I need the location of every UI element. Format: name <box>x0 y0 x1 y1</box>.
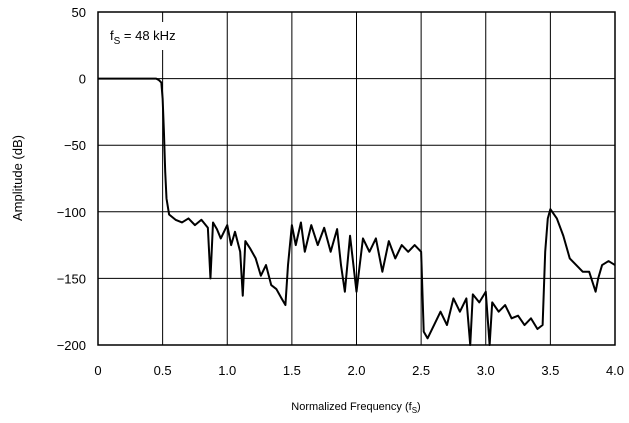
x-tick-label: 1.5 <box>283 363 301 378</box>
y-axis-label: Amplitude (dB) <box>10 135 25 221</box>
x-axis-label: Normalized Frequency (fS) <box>291 401 420 415</box>
x-axis-label-text: Normalized Frequency (f <box>291 401 412 413</box>
annotation-end: = 48 kHz <box>120 28 175 43</box>
x-axis-label-end: ) <box>417 401 421 413</box>
y-tick-label: −50 <box>64 138 86 153</box>
x-tick-label: 3.0 <box>477 363 495 378</box>
y-tick-label: 0 <box>79 72 86 87</box>
line-series <box>98 77 616 346</box>
x-tick-label: 1.0 <box>218 363 236 378</box>
x-tick-label: 2.0 <box>347 363 365 378</box>
x-tick-label: 0.5 <box>154 363 172 378</box>
y-tick-label: −100 <box>57 205 86 220</box>
annotation-text: f <box>110 28 114 43</box>
annotation-sub: S <box>114 36 121 47</box>
y-tick-label: −200 <box>57 338 86 353</box>
annotation: fS = 48 kHz <box>110 28 176 47</box>
y-tick-label: 50 <box>72 5 86 20</box>
x-tick-label: 4.0 <box>606 363 624 378</box>
plot-frame <box>97 11 616 346</box>
y-tick-label: −150 <box>57 271 86 286</box>
x-tick-label: 2.5 <box>412 363 430 378</box>
x-tick-label: 3.5 <box>541 363 559 378</box>
x-axis-label-sub: S <box>412 406 417 415</box>
annotation-box <box>104 22 222 50</box>
x-tick-label: 0 <box>94 363 101 378</box>
